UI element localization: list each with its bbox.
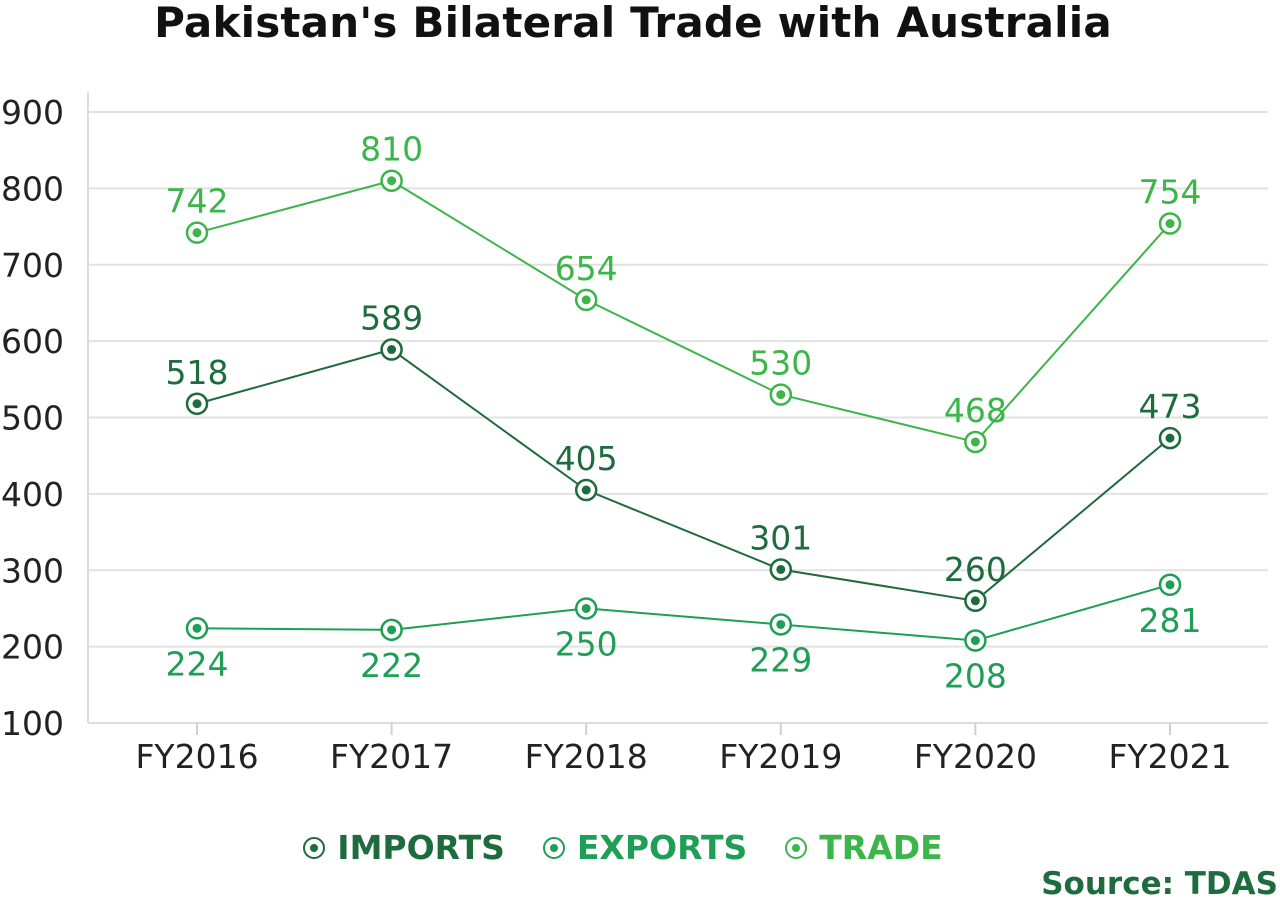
series-line-trade (196, 179, 1171, 444)
data-label-exports: 224 (166, 644, 229, 683)
chart-title: Pakistan's Bilateral Trade with Australi… (154, 0, 1112, 47)
legend-label: EXPORTS (576, 828, 748, 867)
y-tick-label: 300 (1, 551, 64, 590)
data-label-exports: 250 (555, 624, 618, 663)
line-chart: 100 200 300 400 500 600 700 800 900 FY2016 FY2017… (1, 92, 1268, 776)
data-label-imports: 405 (555, 439, 618, 478)
data-point-dot (192, 228, 202, 238)
y-tick-label: 700 (1, 246, 64, 285)
series-line-exports (196, 583, 1171, 642)
data-point-dot (192, 399, 202, 409)
y-axis-ticks: 100 200 300 400 500 600 700 800 900 (1, 93, 64, 743)
y-tick-label: 900 (1, 93, 64, 132)
data-point-dot (387, 345, 397, 355)
x-tick-label: FY2020 (914, 737, 1037, 776)
data-point-dot (1165, 580, 1175, 590)
data-point-dot (581, 603, 591, 613)
data-point-dot (776, 564, 786, 574)
series-line-imports (196, 348, 1171, 602)
x-tick-label: FY2017 (330, 737, 453, 776)
data-point-dot (192, 623, 202, 633)
y-tick-label: 200 (1, 628, 64, 667)
data-point-dot (1165, 433, 1175, 443)
legend-item-exports: EXPORTS (542, 828, 748, 867)
legend-marker-icon (303, 836, 326, 859)
data-label-trade: 654 (555, 249, 618, 288)
data-label-imports: 473 (1139, 387, 1202, 426)
data-label-exports: 229 (749, 640, 812, 679)
data-label-trade: 754 (1139, 173, 1202, 212)
series-lines (185, 169, 1182, 652)
x-axis-ticks: FY2016 FY2017 FY2018 FY2019 FY2020 FY2021 (135, 723, 1232, 776)
data-label-trade: 468 (944, 391, 1007, 430)
gridlines (88, 111, 1268, 648)
data-label-imports: 260 (944, 550, 1007, 589)
legend-label: IMPORTS (337, 828, 505, 867)
data-point-dot (387, 176, 397, 186)
data-label-trade: 810 (360, 130, 423, 169)
y-tick-label: 100 (1, 704, 64, 743)
data-point-dot (970, 596, 980, 606)
data-label-imports: 301 (749, 518, 812, 557)
data-label-trade: 742 (166, 182, 229, 221)
y-tick-label: 500 (1, 399, 64, 438)
axes (87, 92, 1268, 724)
data-point-dot (970, 437, 980, 447)
data-label-imports: 589 (360, 299, 423, 338)
data-point-dot (1165, 219, 1175, 229)
data-point-dot (970, 636, 980, 646)
x-tick-label: FY2016 (135, 737, 258, 776)
data-point-dot (581, 485, 591, 495)
data-point-dot (776, 619, 786, 629)
data-point-dot (776, 390, 786, 400)
legend-item-imports: IMPORTS (303, 828, 505, 867)
data-label-imports: 518 (166, 353, 229, 392)
data-label-trade: 530 (749, 344, 812, 383)
data-labels: 518 589 405 301 260 473 224 222 250 229 208 281 742 8… (166, 130, 1202, 696)
data-label-exports: 222 (360, 646, 423, 685)
y-tick-label: 800 (1, 169, 64, 208)
data-label-exports: 281 (1139, 601, 1202, 640)
legend: IMPORTS EXPORTS TRADE (0, 828, 1280, 867)
data-point-dot (387, 625, 397, 635)
data-label-exports: 208 (944, 657, 1007, 696)
source-note: Source: TDAS (1041, 866, 1278, 902)
legend-marker-icon (785, 836, 808, 859)
legend-label: TRADE (819, 828, 943, 867)
x-tick-label: FY2019 (719, 737, 842, 776)
x-tick-label: FY2021 (1108, 737, 1231, 776)
legend-item-trade: TRADE (785, 828, 943, 867)
legend-marker-icon (542, 836, 565, 859)
data-point-dot (581, 295, 591, 305)
x-tick-label: FY2018 (525, 737, 648, 776)
y-tick-label: 400 (1, 475, 64, 514)
y-tick-label: 600 (1, 322, 64, 361)
